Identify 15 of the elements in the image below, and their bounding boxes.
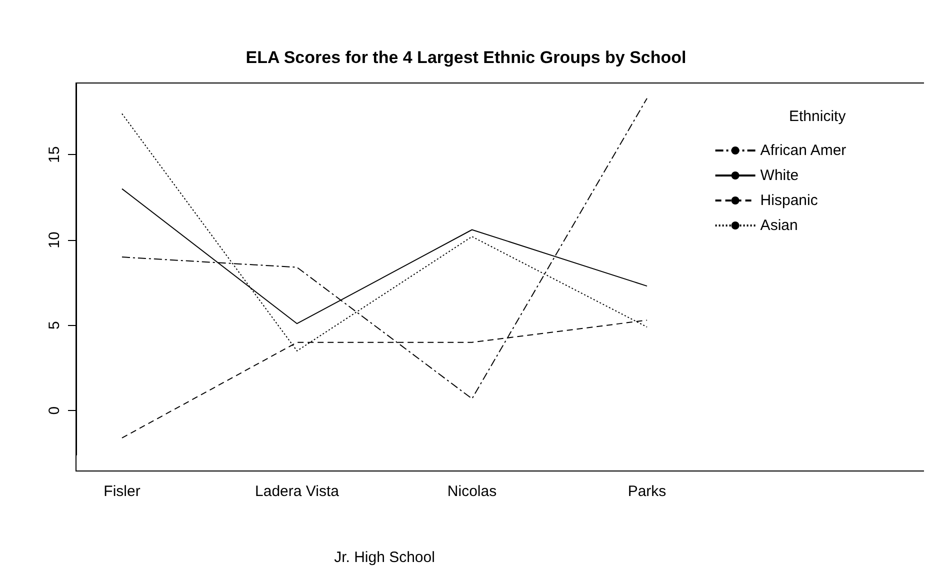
legend-title: Ethnicity <box>789 108 846 125</box>
y-tick-label: 5 <box>46 321 63 330</box>
chart-title: ELA Scores for the 4 Largest Ethnic Groups by School <box>246 48 686 67</box>
y-tick-label: 10 <box>46 232 63 248</box>
y-tick-label: 15 <box>46 146 63 164</box>
y-tick-label: 0 <box>46 406 63 415</box>
x-axis-title: Jr. High School <box>334 549 435 566</box>
legend-label: Asian <box>760 217 798 234</box>
x-tick-label: Ladera Vista <box>255 483 340 500</box>
legend-label: African Amer <box>760 142 846 159</box>
x-tick-label: Nicolas <box>447 483 497 500</box>
x-tick-label: Parks <box>628 483 666 500</box>
legend-label: White <box>760 167 799 184</box>
x-tick-label: Fisler <box>104 483 140 500</box>
legend-label: Hispanic <box>760 192 818 209</box>
